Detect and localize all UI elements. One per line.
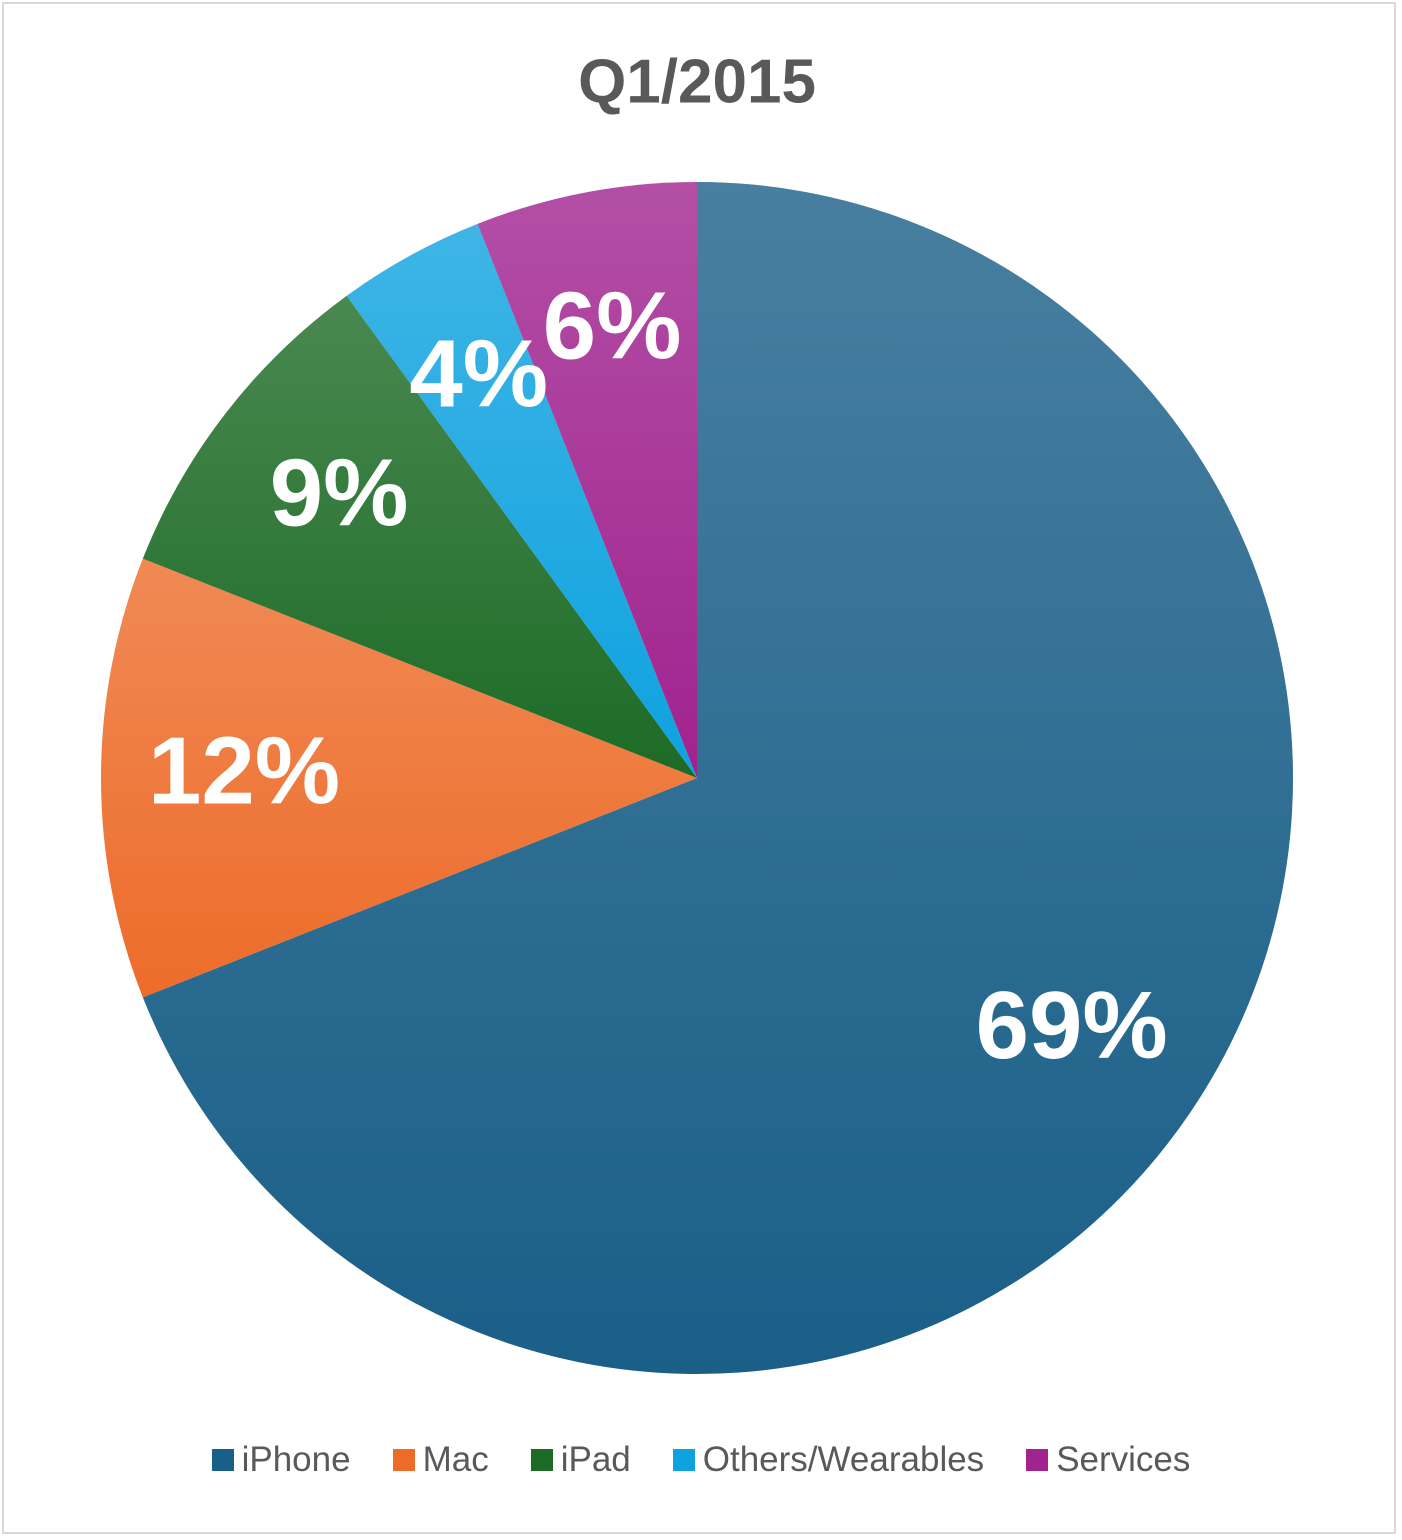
legend-label: Others/Wearables [702,1440,985,1479]
legend-label: iPad [560,1440,631,1479]
legend-entry: Others/Wearables [672,1440,985,1480]
slice-shade [477,182,697,778]
legend-entry: iPad [530,1440,631,1480]
slice-shade [346,223,697,778]
legend-label: Services [1056,1440,1191,1479]
data-label: 6% [543,272,682,379]
legend-entry: iPhone [211,1440,351,1480]
legend: iPhone Mac iPad Others/Wearables Services [0,1440,1402,1480]
data-label: 4% [409,320,548,427]
slice-shade [142,182,1293,1374]
slice-shade [142,295,697,778]
chart-title: Q1/2015 [578,47,816,116]
slice-shade [100,558,697,998]
legend-swatch [530,1449,553,1471]
legend-label: Mac [422,1440,489,1479]
data-label: 12% [148,717,340,824]
legend-entry: Mac [392,1440,489,1480]
data-label: 9% [270,440,409,547]
legend-entry: Services [1026,1440,1190,1480]
legend-label: iPhone [241,1440,351,1479]
data-label: 69% [976,972,1168,1079]
legend-swatch [211,1449,234,1471]
legend-swatch [1026,1449,1049,1471]
legend-swatch [672,1449,695,1471]
legend-swatch [392,1449,415,1471]
